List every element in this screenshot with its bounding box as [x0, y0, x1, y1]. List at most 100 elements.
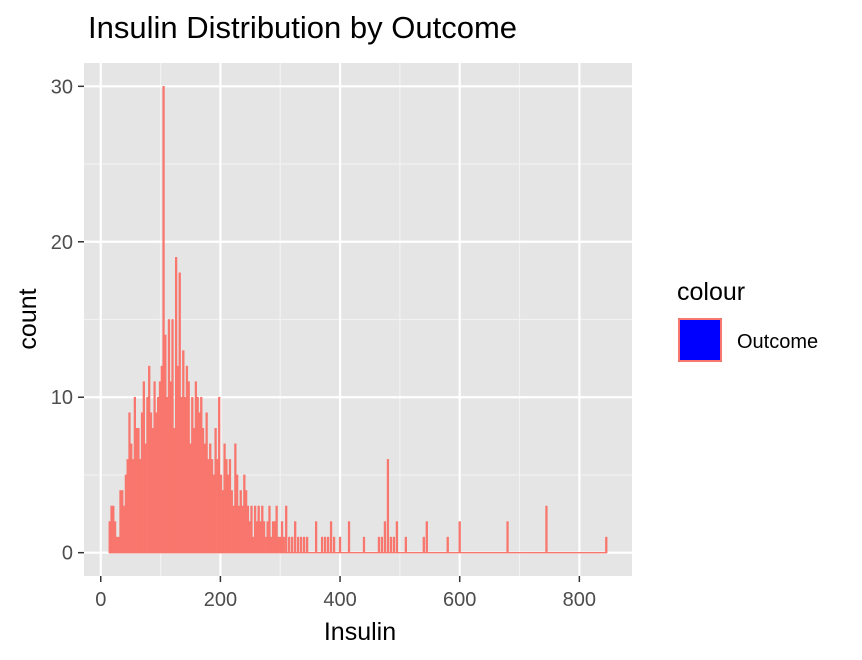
histogram-bar — [303, 536, 306, 553]
histogram-bar — [160, 365, 163, 553]
histogram-bar — [115, 536, 119, 553]
histogram-bar — [248, 521, 251, 553]
chart-title: Insulin Distribution by Outcome — [88, 10, 517, 45]
histogram-bar — [135, 428, 138, 553]
histogram-bar — [395, 521, 399, 553]
x-tick-label: 800 — [563, 589, 596, 611]
histogram-bar — [167, 319, 171, 553]
x-tick-label: 200 — [204, 589, 237, 611]
legend-title: colour — [677, 278, 745, 306]
histogram-bar — [326, 536, 330, 553]
y-axis: 0 10 20 30 — [51, 76, 84, 565]
histogram-bar — [347, 521, 351, 553]
histogram-bar — [266, 521, 269, 553]
histogram-bar — [425, 521, 428, 553]
x-axis: 0 200 400 600 800 — [95, 576, 596, 611]
histogram-bar — [243, 474, 246, 553]
histogram-bar — [130, 443, 133, 553]
histogram-bar — [320, 536, 324, 553]
histogram-bar — [201, 428, 205, 553]
histogram-bar — [122, 505, 126, 553]
histogram-bar — [268, 505, 271, 553]
histogram-bar — [392, 536, 396, 553]
histogram-bar — [183, 396, 187, 553]
histogram-bar — [232, 505, 235, 553]
histogram-bar — [404, 536, 407, 553]
y-tick-label: 30 — [51, 76, 73, 98]
histogram-bar — [294, 521, 297, 553]
histogram-bar — [194, 381, 198, 553]
histogram-bar — [241, 505, 244, 553]
histogram-bar — [187, 381, 190, 553]
histogram-bar — [108, 521, 111, 553]
histogram-bar — [297, 536, 300, 553]
histogram-bar — [214, 428, 217, 553]
histogram-bar — [117, 536, 120, 553]
legend-key-outcome — [678, 318, 722, 362]
histogram-bar — [273, 521, 276, 553]
histogram-bar — [144, 443, 147, 553]
histogram-bar — [277, 536, 280, 553]
histogram-bar — [255, 521, 259, 553]
histogram-bar — [261, 505, 264, 553]
histogram-bar — [329, 521, 333, 553]
histogram-bar — [128, 412, 131, 553]
histogram-bar — [244, 490, 248, 553]
histogram-bar — [176, 365, 180, 553]
histogram-bar — [191, 396, 194, 553]
histogram-bar — [257, 505, 260, 553]
histogram-bar — [234, 443, 237, 553]
histogram-bar — [126, 459, 129, 553]
histogram-bar — [174, 257, 178, 553]
histogram-bar — [275, 505, 278, 553]
histogram-bar — [137, 428, 140, 553]
histogram-bar — [148, 365, 151, 553]
histogram-bar — [458, 521, 461, 553]
histogram-bar — [212, 474, 215, 553]
histogram-bar — [288, 536, 291, 553]
histogram-bar — [189, 443, 192, 553]
histogram-bar — [146, 396, 149, 553]
histogram-bar — [151, 428, 154, 553]
histogram-bar — [362, 536, 366, 553]
histogram-bar — [203, 443, 206, 553]
histogram-bar — [332, 536, 336, 553]
histogram-bar — [386, 459, 390, 553]
histogram-bar — [192, 428, 196, 553]
histogram-bar — [110, 505, 113, 553]
histogram-bar — [282, 536, 285, 553]
histogram-bar — [280, 521, 284, 553]
histogram-bar — [227, 474, 230, 553]
histogram-bar — [389, 536, 393, 553]
histogram-bar — [200, 396, 203, 553]
histogram-bar — [270, 536, 273, 553]
histogram-bar — [250, 505, 253, 553]
histogram-bar — [164, 334, 167, 553]
histogram-bar — [246, 505, 250, 553]
histogram-bar — [545, 505, 548, 553]
y-tick-label: 0 — [62, 543, 73, 565]
histogram-bar — [279, 536, 282, 553]
histogram-bar — [158, 381, 162, 553]
x-tick-label: 400 — [323, 589, 356, 611]
histogram-bar — [207, 459, 210, 553]
histogram-bar — [119, 490, 122, 553]
histogram-bar — [173, 428, 176, 553]
y-tick-label: 20 — [51, 232, 73, 254]
histogram-bar — [219, 474, 223, 553]
histogram-bar — [323, 536, 327, 553]
histogram-bar — [157, 396, 160, 553]
histogram-bar — [121, 490, 124, 553]
legend-label-outcome: Outcome — [737, 331, 818, 353]
histogram-bar — [180, 396, 183, 553]
histogram-bar — [112, 505, 115, 553]
histogram-bar — [338, 536, 342, 553]
histogram-bar — [196, 396, 199, 553]
histogram-bar — [142, 381, 145, 553]
histogram-bar — [285, 505, 288, 553]
histogram-bar — [149, 412, 153, 553]
histogram-bar — [133, 396, 136, 553]
histogram-bar — [139, 459, 142, 553]
histogram-bar — [300, 536, 303, 553]
